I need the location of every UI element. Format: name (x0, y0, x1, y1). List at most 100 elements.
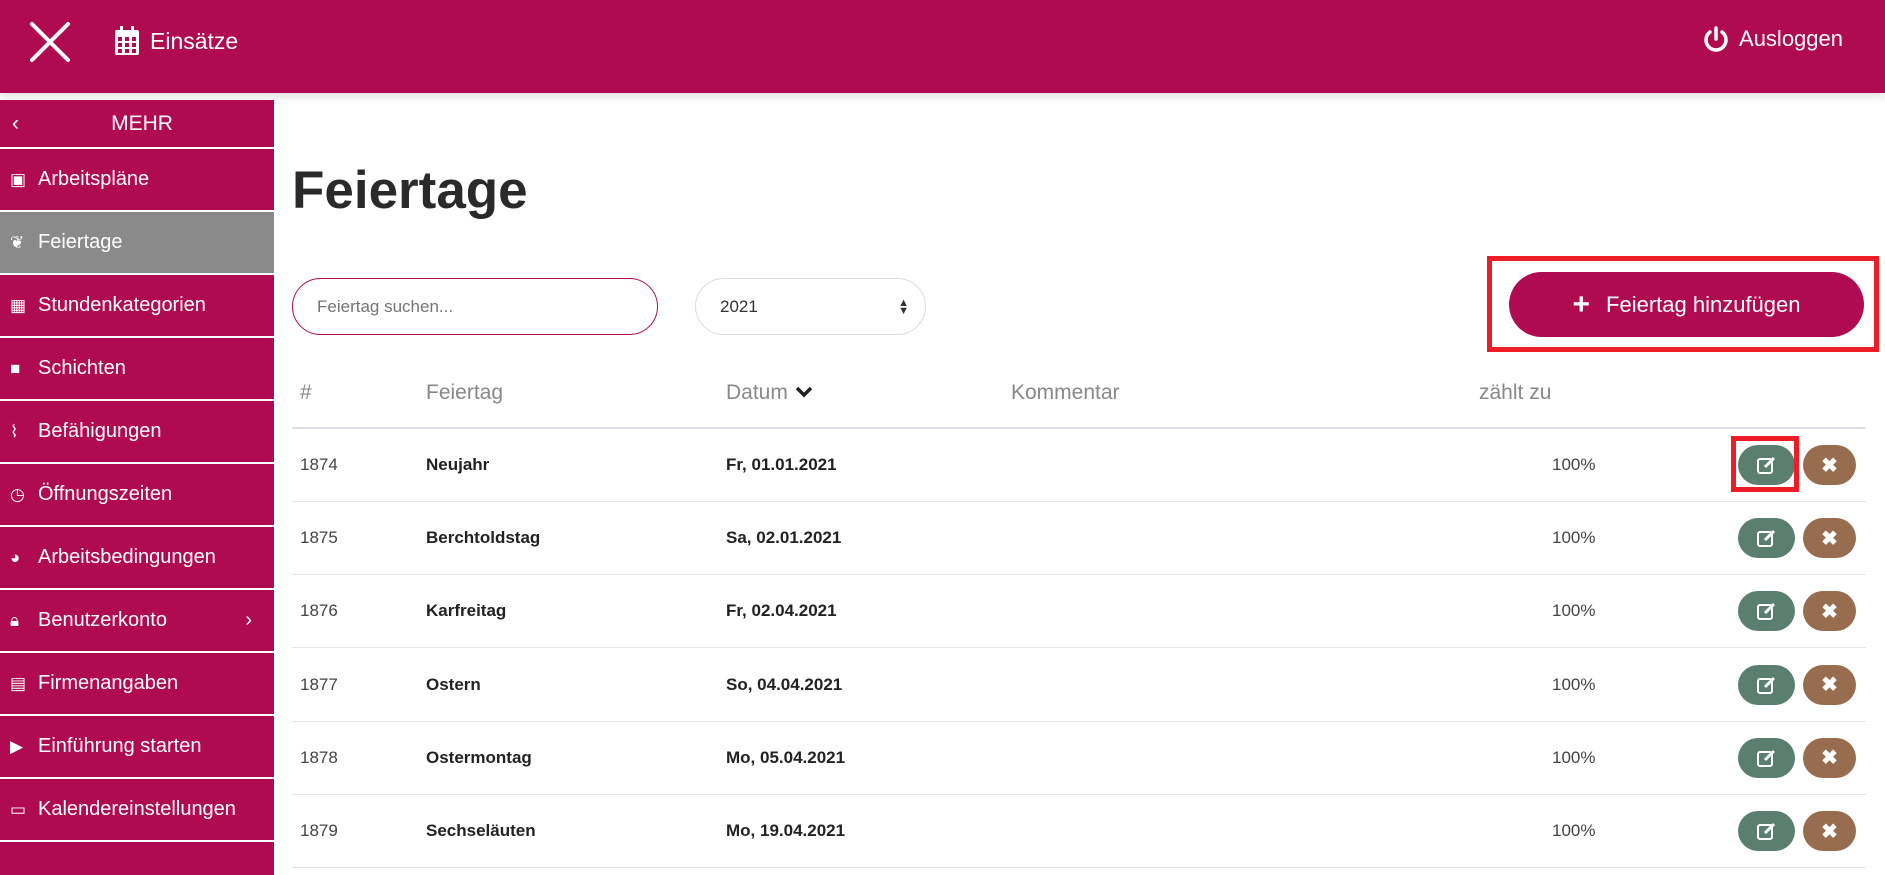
sidebar: ‹ MEHR ▣ Arbeitspläne ❦ Feiertage ▦ Stundenka… (0, 100, 274, 875)
edit-icon (1756, 822, 1775, 840)
row-date: Fr, 02.04.2021 (726, 601, 837, 621)
row-date: Mo, 05.04.2021 (726, 747, 846, 767)
row-date: So, 04.04.2021 (726, 674, 843, 694)
row-counts: 100% (1552, 821, 1596, 840)
edit-button[interactable] (1738, 518, 1795, 559)
row-counts: 100% (1552, 455, 1596, 474)
col-header-date-label: Datum (726, 381, 788, 404)
search-input[interactable] (292, 278, 658, 335)
plus-icon: + (1572, 287, 1591, 321)
lock-icon: 🔒︎ (10, 610, 20, 630)
col-header-counts: zählt zu (1479, 381, 1552, 404)
sidebar-item-kalendereinstellungen[interactable]: ▭ Kalendereinstellungen (0, 779, 274, 842)
power-icon (1704, 26, 1728, 52)
edit-icon (1756, 603, 1775, 621)
close-icon[interactable] (28, 20, 72, 64)
page-title: Feiertage (292, 161, 528, 220)
sidebar-item-arbeitsbedingungen[interactable]: ◕ Arbeitsbedingungen (0, 527, 274, 590)
times-icon: ✖ (1821, 820, 1838, 843)
row-date: Fr, 01.01.2021 (726, 455, 837, 474)
sidebar-item-firmenangaben[interactable]: ▤ Firmenangaben (0, 653, 274, 716)
delete-button[interactable]: ✖ (1803, 664, 1856, 705)
delete-button[interactable]: ✖ (1803, 445, 1856, 485)
play-icon: ▶ (10, 736, 24, 756)
sidebar-head-label: MEHR (111, 111, 173, 135)
col-header-date[interactable]: Datum (726, 381, 814, 405)
add-holiday-button[interactable]: + Feiertag hinzufügen (1509, 272, 1864, 337)
row-id: 1879 (300, 821, 338, 840)
sidebar-item-feiertage[interactable]: ❦ Feiertage (0, 212, 274, 275)
sidebar-back-more[interactable]: ‹ MEHR (0, 100, 274, 149)
edit-icon (1756, 676, 1775, 694)
sidebar-item-schichten[interactable]: ■ Schichten (0, 338, 274, 401)
row-id: 1875 (300, 528, 338, 548)
table-row: 1874 Neujahr Fr, 01.01.2021 100% ✖ (292, 429, 1866, 502)
dashboard-icon: ◕ (10, 547, 21, 567)
nav-einsatze[interactable]: Einsätze (114, 26, 238, 56)
delete-button[interactable]: ✖ (1803, 591, 1856, 632)
row-name: Ostermontag (426, 747, 532, 767)
row-name: Neujahr (426, 455, 490, 474)
nav-einsatze-label: Einsätze (150, 27, 239, 54)
paperclip-icon: ⌇ (10, 421, 19, 441)
row-date: Sa, 02.01.2021 (726, 528, 842, 548)
sidebar-item-öffnungszeiten[interactable]: ◷ Öffnungszeiten (0, 464, 274, 527)
sidebar-item-label: Arbeitspläne (38, 168, 150, 190)
leaf-icon: ❦ (10, 232, 25, 252)
calendar-icon (115, 26, 139, 55)
edit-button[interactable] (1738, 664, 1795, 705)
edit-icon (1756, 530, 1775, 548)
table-row: 1878 Ostermontag Mo, 05.04.2021 100% ✖ (292, 722, 1866, 795)
row-counts: 100% (1552, 528, 1596, 548)
edit-icon (1756, 749, 1775, 767)
calendar-plus-icon: ▣ (10, 169, 27, 189)
logout-button[interactable]: Ausloggen (1703, 26, 1843, 52)
edit-button[interactable] (1738, 445, 1795, 485)
chevron-right-icon: › (245, 609, 252, 631)
highlight-box-edit (1731, 436, 1799, 492)
year-value: 2021 (720, 296, 758, 316)
edit-button[interactable] (1738, 811, 1795, 851)
sidebar-item-label: Feiertage (38, 231, 123, 253)
row-name: Ostern (426, 674, 481, 694)
sidebar-item-label: Benutzerkonto (38, 609, 167, 631)
times-icon: ✖ (1821, 527, 1838, 550)
year-select[interactable]: 2021 ▲ ▼ (695, 278, 926, 335)
chevron-down-icon (795, 386, 812, 398)
sidebar-item-label: Arbeitsbedingungen (38, 546, 216, 568)
top-bar: Einsätze Ausloggen (0, 0, 1885, 93)
sidebar-item-befähigungen[interactable]: ⌇ Befähigungen (0, 401, 274, 464)
row-counts: 100% (1552, 674, 1596, 694)
sidebar-item-stundenkategorien[interactable]: ▦ Stundenkategorien (0, 275, 274, 338)
header-divider (292, 427, 1866, 429)
sidebar-item-label: Stundenkategorien (38, 294, 206, 316)
chevron-left-icon: ‹ (12, 112, 19, 135)
sidebar-item-benutzerkonto[interactable]: 🔒︎ Benutzerkonto › (0, 590, 274, 653)
row-id: 1874 (300, 455, 338, 474)
clock-icon: ◷ (10, 484, 25, 504)
sort-caret-icon: ▲ ▼ (898, 296, 909, 317)
sidebar-item-label: Schichten (38, 357, 126, 379)
edit-button[interactable] (1738, 737, 1795, 778)
add-holiday-label: Feiertag hinzufügen (1606, 291, 1801, 317)
sidebar-item-label: Öffnungszeiten (38, 483, 173, 505)
briefcase-icon: ■ (10, 358, 21, 378)
table-row: 1877 Ostern So, 04.04.2021 100% ✖ (292, 649, 1866, 722)
row-date: Mo, 19.04.2021 (726, 821, 846, 840)
table-row: 1879 Sechseläuten Mo, 19.04.2021 100% ✖ (292, 795, 1866, 868)
sidebar-item-arbeitspläne[interactable]: ▣ Arbeitspläne (0, 149, 274, 212)
col-header-name: Feiertag (426, 381, 504, 404)
delete-button[interactable]: ✖ (1803, 811, 1856, 851)
col-header-comment: Kommentar (1011, 381, 1120, 404)
times-icon: ✖ (1821, 674, 1838, 697)
sidebar-item-einführung-starten[interactable]: ▶ Einführung starten (0, 716, 274, 779)
delete-button[interactable]: ✖ (1803, 518, 1856, 559)
times-icon: ✖ (1821, 454, 1838, 477)
edit-button[interactable] (1738, 591, 1795, 632)
times-icon: ✖ (1821, 600, 1838, 623)
calendar-icon: ▭ (10, 799, 27, 819)
grid-icon: ▦ (10, 295, 27, 315)
table-row: 1876 Karfreitag Fr, 02.04.2021 100% ✖ (292, 575, 1866, 649)
delete-button[interactable]: ✖ (1803, 737, 1856, 778)
col-header-id: # (300, 381, 312, 404)
